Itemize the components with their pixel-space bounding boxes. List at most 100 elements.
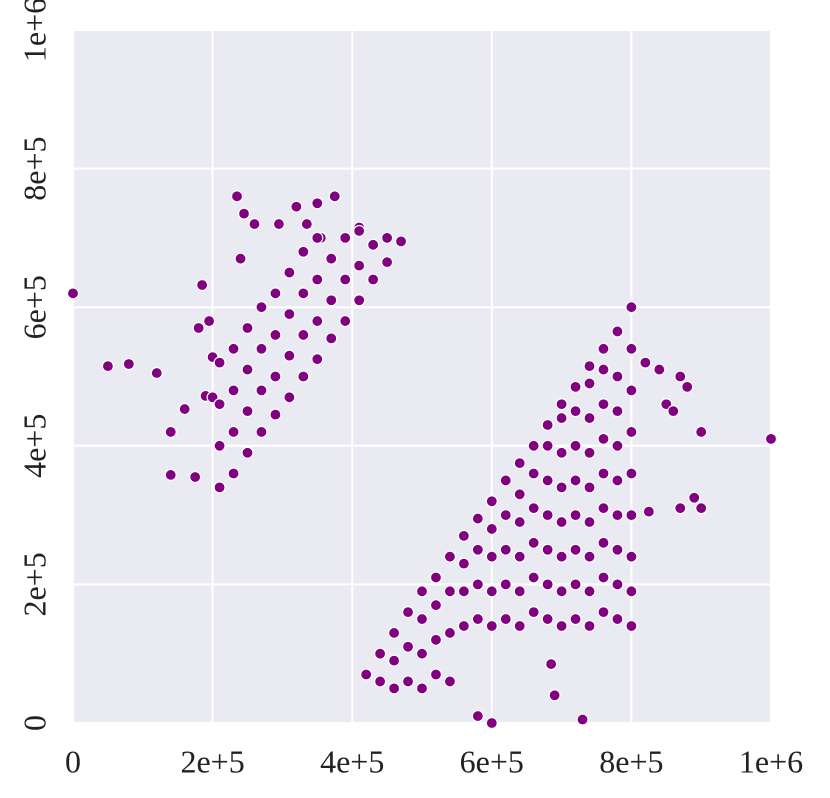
point <box>597 398 610 411</box>
point <box>499 508 512 522</box>
point <box>527 439 540 452</box>
point <box>625 342 638 355</box>
point <box>325 332 338 345</box>
point <box>415 585 429 598</box>
point <box>353 259 366 272</box>
point <box>597 467 610 480</box>
point <box>297 370 310 383</box>
point <box>485 550 498 563</box>
point <box>213 439 226 452</box>
point <box>625 585 638 598</box>
point <box>311 314 324 328</box>
point <box>227 425 240 439</box>
point <box>401 606 415 619</box>
point <box>255 384 268 397</box>
point <box>555 398 568 411</box>
point <box>248 217 261 231</box>
point <box>429 599 443 612</box>
point <box>401 675 415 688</box>
point <box>653 363 666 376</box>
point <box>339 314 352 328</box>
point <box>255 425 268 439</box>
point <box>625 508 638 522</box>
point <box>597 571 610 584</box>
point <box>555 481 568 494</box>
point <box>513 488 526 501</box>
y-tick-label: 1e+6 <box>16 0 52 62</box>
point <box>499 543 512 556</box>
point <box>583 446 596 459</box>
point <box>576 713 589 726</box>
point <box>674 370 687 383</box>
point <box>642 505 655 518</box>
point <box>695 425 708 439</box>
point <box>625 384 638 397</box>
point <box>429 668 443 681</box>
point <box>255 342 268 355</box>
point <box>387 682 401 695</box>
point <box>189 470 202 484</box>
point <box>150 366 163 380</box>
point <box>583 360 596 373</box>
point <box>485 495 498 508</box>
point <box>297 287 310 300</box>
point <box>513 585 526 598</box>
point <box>569 508 582 522</box>
point <box>555 411 568 425</box>
point <box>688 491 701 504</box>
point <box>325 294 338 307</box>
point <box>237 207 251 220</box>
point <box>457 557 470 570</box>
point <box>681 380 694 393</box>
point <box>429 633 443 646</box>
point <box>196 278 209 292</box>
point <box>513 457 526 470</box>
point <box>164 425 177 439</box>
x-tick-label: 8e+5 <box>599 743 663 779</box>
point <box>485 522 498 536</box>
point <box>401 640 415 653</box>
point <box>569 380 582 393</box>
point <box>269 370 282 383</box>
point <box>625 550 638 563</box>
point <box>611 474 624 487</box>
point <box>381 256 394 269</box>
point <box>597 432 610 445</box>
point <box>360 668 373 681</box>
point <box>374 675 387 688</box>
point <box>283 266 296 279</box>
point <box>290 200 303 213</box>
point <box>325 252 338 265</box>
point <box>297 245 310 258</box>
point <box>457 585 470 598</box>
point <box>457 529 470 542</box>
point <box>639 356 652 369</box>
point <box>569 612 582 626</box>
point <box>443 675 457 688</box>
point <box>611 543 624 556</box>
point <box>569 543 582 556</box>
point <box>353 294 366 307</box>
point <box>555 585 568 598</box>
point <box>415 682 429 695</box>
point <box>471 612 484 626</box>
x-tick-label: 0 <box>65 743 81 779</box>
point <box>122 357 135 371</box>
point <box>353 224 366 238</box>
point <box>203 314 216 328</box>
point <box>674 502 687 515</box>
point <box>695 502 708 515</box>
point <box>527 571 540 584</box>
point <box>569 474 582 487</box>
point <box>545 657 558 671</box>
point <box>541 508 554 522</box>
point <box>339 273 352 286</box>
point <box>625 619 638 633</box>
point <box>541 474 554 487</box>
point <box>471 512 484 525</box>
point <box>241 321 254 335</box>
point <box>339 231 352 244</box>
point <box>328 190 341 203</box>
point <box>66 287 80 300</box>
point <box>457 619 470 633</box>
